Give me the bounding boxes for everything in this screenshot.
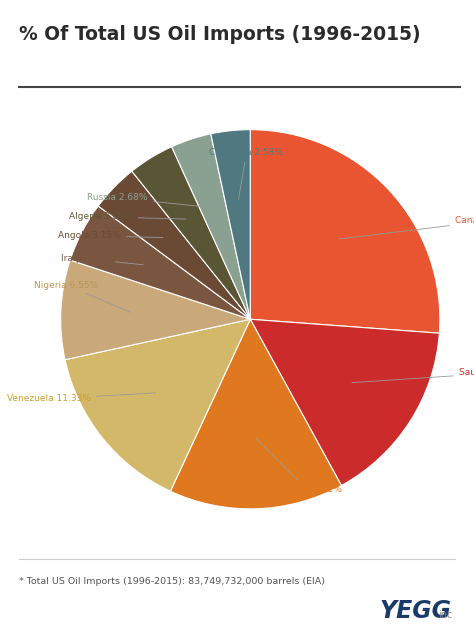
Text: Russia 2.68%: Russia 2.68% (87, 193, 210, 207)
Text: Angola 3.15%: Angola 3.15% (58, 232, 163, 240)
Text: % Of Total US Oil Imports (1996-2015): % Of Total US Oil Imports (1996-2015) (19, 25, 420, 44)
Wedge shape (250, 319, 439, 486)
Wedge shape (170, 319, 341, 509)
Wedge shape (65, 319, 250, 491)
Wedge shape (70, 206, 250, 319)
Wedge shape (132, 146, 250, 319)
Text: Colombia 2.58%: Colombia 2.58% (210, 148, 283, 200)
Text: YEGG: YEGG (379, 599, 451, 623)
Text: * Total US Oil Imports (1996-2015): 83,749,732,000 barrels (EIA): * Total US Oil Imports (1996-2015): 83,7… (19, 577, 325, 586)
Text: Nigeria 6.55%: Nigeria 6.55% (34, 280, 130, 312)
Wedge shape (61, 260, 250, 360)
Wedge shape (250, 130, 440, 333)
Text: Iraq 3.97%: Iraq 3.97% (61, 254, 143, 265)
Text: Saudi Arabia 12.25%: Saudi Arabia 12.25% (352, 368, 474, 382)
Wedge shape (211, 130, 250, 319)
Text: inc: inc (438, 610, 453, 620)
Wedge shape (98, 171, 250, 319)
Text: Mexico 11.52%: Mexico 11.52% (256, 439, 342, 495)
Text: Venezuela 11.33%: Venezuela 11.33% (7, 393, 156, 403)
Wedge shape (172, 134, 250, 319)
Text: Algeria 3.04%: Algeria 3.04% (69, 212, 186, 222)
Text: Canada 20.23%: Canada 20.23% (339, 216, 474, 239)
